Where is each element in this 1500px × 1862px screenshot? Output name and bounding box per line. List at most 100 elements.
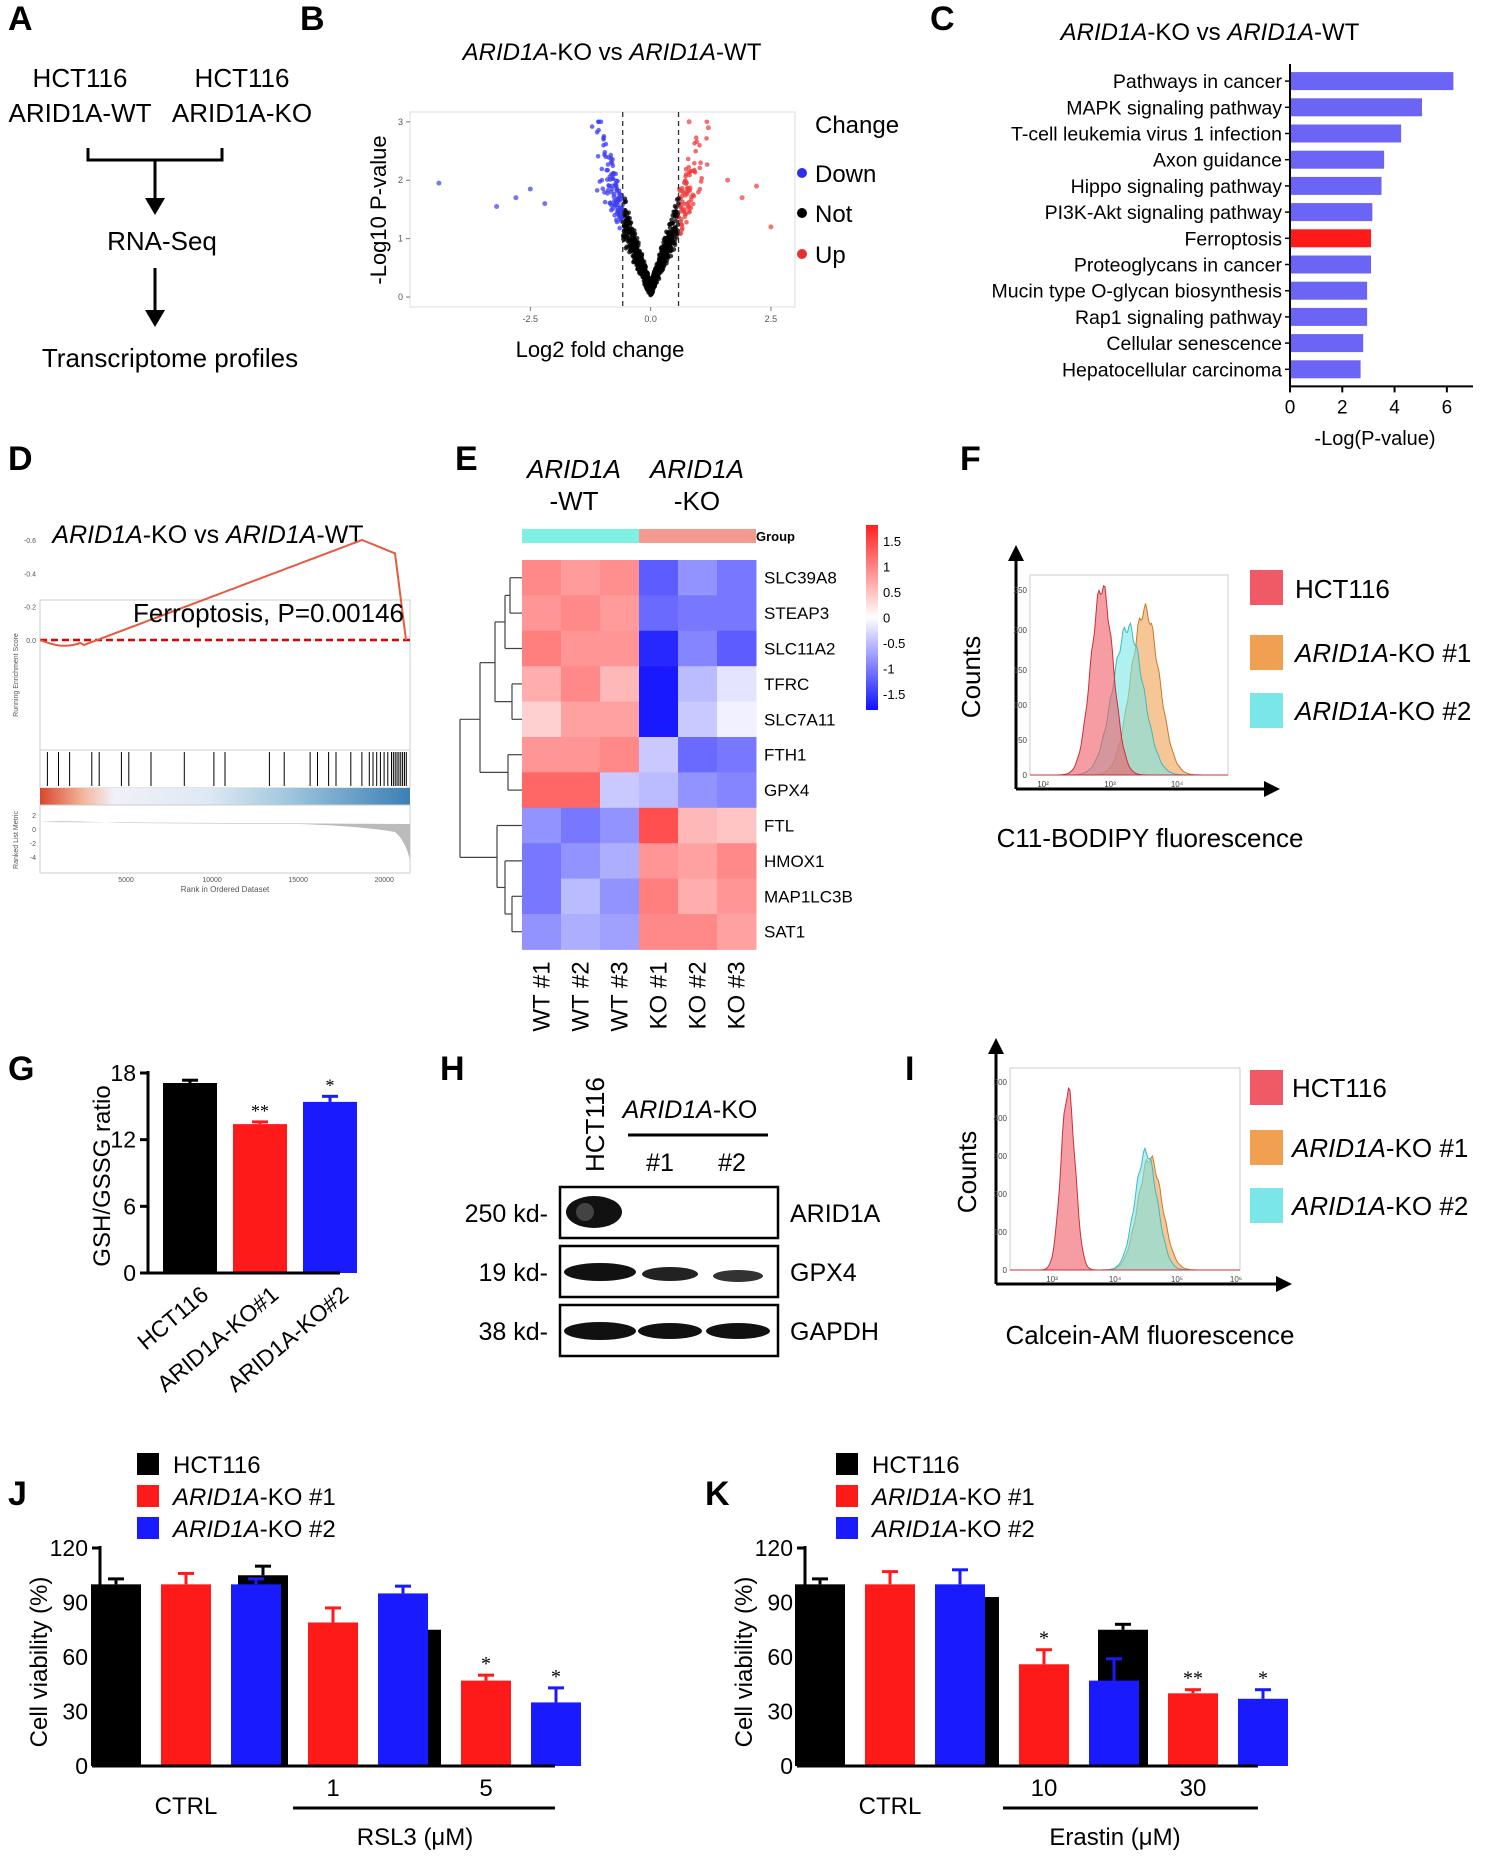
viability-legend-swatch [137,1485,159,1507]
viability-legend-label: HCT116 [173,1452,261,1479]
volcano-point [692,168,697,174]
volcano-point [436,180,442,186]
volcano-point [619,193,625,198]
gsea-rank-bar [40,788,410,805]
significance-mark: * [1109,1637,1119,1659]
legend-dot-down [797,168,807,178]
volcano-point [678,231,684,236]
flow-y-tick-label: 0 [1003,1266,1008,1275]
heatmap-cell [717,630,757,667]
band-gpx4-hct116 [564,1263,636,1281]
heatmap-cell [678,843,718,880]
volcano-point [651,280,657,285]
kegg-bar [1290,229,1372,248]
volcano-point [686,119,692,125]
blot-gapdh-name: GAPDH [790,1318,879,1346]
volcano-point [609,207,614,213]
volcano-point [620,233,626,238]
heatmap-row-label: FTL [764,817,794,836]
heatmap-cell [561,630,601,667]
panel-letter-h: H [440,1050,465,1088]
kegg-category-label: T-cell leukemia virus 1 infection [1011,124,1282,146]
viability-bar [795,1584,845,1766]
volcano-point [684,191,690,197]
kegg-bar [1290,203,1373,222]
volcano-point [623,220,628,225]
group-label-wt: ARID1A [525,454,621,484]
significance-mark: * [1039,1628,1049,1650]
volcano-point [692,141,697,146]
volcano-point [686,199,692,205]
volcano-point [612,212,617,218]
lane-hct116: HCT116 [580,1077,610,1172]
heatmap-cell [561,807,601,844]
gsea-ylabel-top: Running Enrichment Score [13,633,20,717]
gsea-enrichment-curve [39,538,407,647]
panel-e-heatmap: ARID1A -WT ARID1A -KO SLC39A8 STEAP3 SLC11… [459,454,905,1032]
heatmap-cell [717,560,757,596]
significance-mark: * [481,1653,491,1675]
flow-x-tick-label: 10⁴ [1109,1275,1122,1284]
volcano-point [494,204,500,209]
heatmap-row-label: HMOX1 [764,852,824,871]
heatmap-cell [522,843,562,880]
heatmap-cell [561,772,601,809]
volcano-point [696,189,701,195]
kegg-category-label: Hepatocellular carcinoma [1062,359,1282,381]
viability-legend-label: ARID1A-KO #2 [870,1516,1035,1543]
viability-legend-label: HCT116 [872,1452,960,1479]
viability-bar [1168,1693,1218,1766]
kegg-category-label: Hippo signaling pathway [1071,176,1283,198]
kegg-bar [1290,124,1402,143]
significance-mark: ** [251,1101,269,1121]
heatmap-cell [561,737,601,773]
kegg-xlabel: -Log(P-value) [1314,428,1435,450]
volcano-point [637,249,642,255]
viability-bar [1238,1698,1288,1766]
flow-y-tick-label: 0 [1023,771,1028,780]
volcano-point [658,263,663,269]
volcano-point [628,247,633,253]
band-gpx4-ko2 [713,1270,763,1282]
heatmap-cell [717,737,757,773]
panel-letter-k: K [705,1475,730,1513]
gsh-ylabel: GSH/GSSG ratio [89,1085,116,1266]
flow-i-legend-1: HCT116 [1292,1073,1387,1103]
heatmap-row-label: TFRC [764,675,809,694]
heatmap-cell [639,595,679,632]
significance-mark: * [551,1666,561,1688]
volcano-point [614,217,619,223]
heatmap-cell [717,914,757,950]
heatmap-cell [561,560,601,596]
volcano-point [642,272,648,277]
gsh-bar [163,1083,217,1273]
heatmap-cell [639,807,679,844]
panel-d-gsea: ARID1A-KO vs ARID1A-WT 0.0-0.2-0.4-0.620… [13,521,411,894]
kegg-category-label: Cellular senescence [1106,333,1282,355]
erastin-group-label: Erastin (μM) [1049,1824,1180,1851]
volcano-point [631,236,637,241]
panel-letter-b: B [300,0,325,38]
volcano-point [629,226,635,232]
flow-x-arrowhead [1276,1276,1292,1292]
volcano-y-tick-label: 2 [398,175,403,185]
volcano-point [616,213,622,218]
volcano-point [609,203,614,208]
legend-not: Not [815,201,853,228]
heatmap-cell [600,772,640,809]
volcano-point [637,268,643,273]
flow-y-tick-label: 200 [1014,626,1028,635]
volcano-point [662,255,667,260]
flow-f-legend-1: HCT116 [1295,574,1390,604]
volcano-point [638,253,643,258]
flow-y-tick-label: 300 [994,1152,1008,1161]
flow-y-tick-label: 500 [994,1078,1008,1087]
band-gapdh-ko2 [706,1323,770,1339]
volcano-point [629,243,635,249]
viability-bar [1019,1664,1069,1766]
heatmap-column-label: WT #2 [568,961,595,1031]
heatmap-cell [522,701,562,738]
heatmap-cell [678,914,718,950]
significance-mark: ** [1183,1668,1203,1690]
